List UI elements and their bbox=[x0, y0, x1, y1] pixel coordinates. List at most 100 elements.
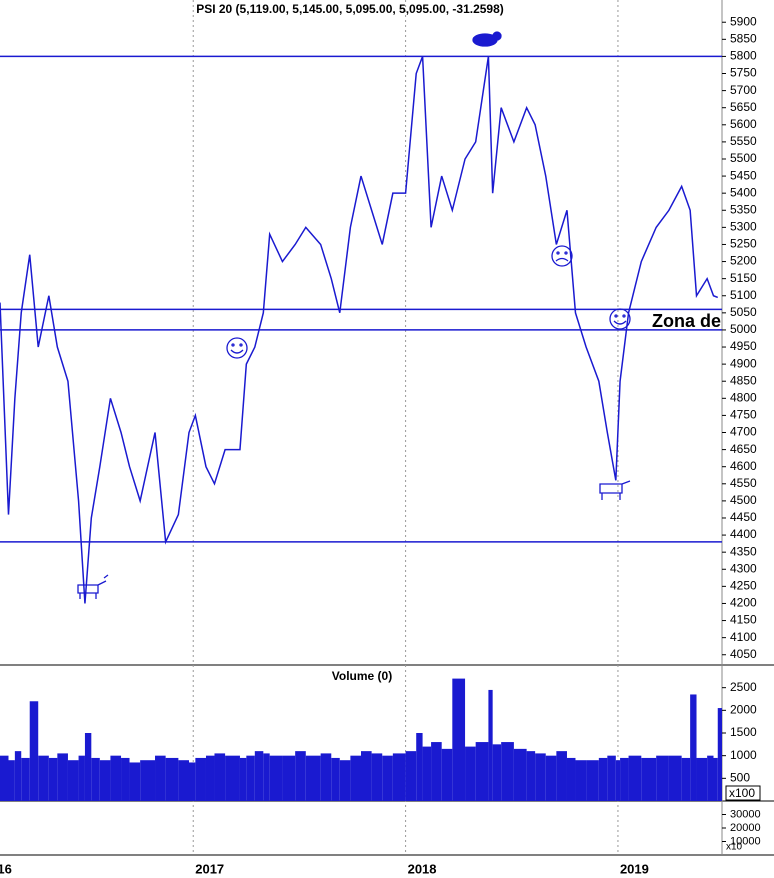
volume-bar bbox=[331, 757, 340, 801]
volume-bar bbox=[713, 757, 718, 801]
volume-bar bbox=[14, 751, 22, 801]
y-tick-label: 2000 bbox=[730, 703, 757, 717]
y-tick-label: 5700 bbox=[730, 83, 757, 97]
volume-bar bbox=[575, 760, 587, 801]
volume-bar bbox=[598, 757, 608, 801]
y-tick-label: 4900 bbox=[730, 356, 757, 370]
volume-bar bbox=[382, 755, 393, 801]
y-tick-label: 5800 bbox=[730, 49, 757, 63]
chart-title: PSI 20 (5,119.00, 5,145.00, 5,095.00, 5,… bbox=[196, 2, 504, 16]
volume-bar bbox=[707, 755, 714, 801]
y-tick-label: 5450 bbox=[730, 168, 757, 182]
y-tick-label: 5850 bbox=[730, 31, 757, 45]
unit-box bbox=[725, 785, 761, 801]
volume-bar bbox=[392, 753, 406, 801]
y-tick-label: 2500 bbox=[730, 680, 757, 694]
y-tick-label: 4400 bbox=[730, 527, 757, 541]
bull-icon bbox=[599, 480, 631, 500]
volume-bar bbox=[681, 757, 691, 801]
volume-bar bbox=[178, 760, 189, 801]
volume-bar bbox=[254, 751, 264, 801]
y-tick-label: 4250 bbox=[730, 579, 757, 593]
y-tick-label: 4450 bbox=[730, 510, 757, 524]
volume-bar bbox=[465, 746, 476, 801]
volume-title: Volume (0) bbox=[332, 669, 392, 683]
volume-bar bbox=[295, 751, 306, 801]
frown-icon bbox=[551, 245, 573, 267]
volume-bar bbox=[339, 760, 351, 801]
y-tick-label: 4650 bbox=[730, 442, 757, 456]
smiley-icon bbox=[226, 337, 248, 359]
bull-icon bbox=[77, 574, 109, 599]
y-tick-label: 4200 bbox=[730, 596, 757, 610]
volume-bar bbox=[513, 748, 527, 801]
volume-unit: x100 bbox=[729, 786, 755, 800]
volume-bar bbox=[556, 751, 567, 801]
volume-bar bbox=[48, 757, 58, 801]
y-tick-label: 4800 bbox=[730, 390, 757, 404]
volume-bar bbox=[422, 746, 432, 801]
y-tick-label: 5650 bbox=[730, 100, 757, 114]
volume-bar bbox=[320, 753, 332, 801]
volume-bar bbox=[615, 760, 621, 801]
x-tick-label: 2019 bbox=[620, 861, 649, 876]
volume-bar bbox=[690, 694, 697, 801]
volume-bar bbox=[416, 733, 423, 801]
volume-bar bbox=[21, 757, 30, 801]
volume-bar bbox=[78, 755, 85, 801]
bear-icon bbox=[472, 31, 502, 47]
volume-bar bbox=[535, 753, 546, 801]
volume-bar bbox=[129, 762, 141, 801]
volume-bar bbox=[441, 748, 453, 801]
y-tick-label: 4100 bbox=[730, 630, 757, 644]
y-tick-label: 500 bbox=[730, 771, 750, 785]
volume-bar bbox=[99, 760, 111, 801]
volume-bar bbox=[717, 708, 722, 801]
volume-bar bbox=[405, 751, 417, 801]
y-tick-label: 4850 bbox=[730, 373, 757, 387]
volume-bar bbox=[205, 755, 215, 801]
volume-bar bbox=[628, 755, 642, 801]
y-tick-label: 5300 bbox=[730, 220, 757, 234]
volume-bar bbox=[282, 755, 296, 801]
volume-bar bbox=[84, 733, 92, 801]
y-tick-label: 4350 bbox=[730, 544, 757, 558]
y-tick-label: 5350 bbox=[730, 202, 757, 216]
volume-bar bbox=[526, 751, 536, 801]
volume-bar bbox=[501, 742, 514, 801]
annotation: Zona de bbox=[652, 311, 721, 331]
volume-bar bbox=[586, 760, 599, 801]
y-tick-label: 4700 bbox=[730, 425, 757, 439]
y-tick-label: 4500 bbox=[730, 493, 757, 507]
volume-bar bbox=[38, 755, 49, 801]
volume-bar bbox=[620, 757, 629, 801]
volume-bar bbox=[641, 757, 657, 801]
volume-bar bbox=[29, 701, 39, 801]
y-tick-label: 5000 bbox=[730, 322, 757, 336]
y-tick-label: 4050 bbox=[730, 647, 757, 661]
volume-bar bbox=[121, 757, 130, 801]
y-tick-label: 5200 bbox=[730, 254, 757, 268]
volume-bar bbox=[492, 744, 502, 801]
icons bbox=[77, 31, 631, 599]
x-tick-label: 2016 bbox=[0, 861, 12, 876]
volume-bar bbox=[8, 760, 15, 801]
y-tick-label: 5400 bbox=[730, 185, 757, 199]
x-tick-label: 2017 bbox=[195, 861, 224, 876]
volume-bar bbox=[195, 757, 206, 801]
volume-bar bbox=[656, 755, 669, 801]
volume-bar bbox=[263, 753, 270, 801]
y-tick-label: 5900 bbox=[730, 14, 757, 28]
y-tick-label: 4600 bbox=[730, 459, 757, 473]
volume-bar bbox=[607, 755, 616, 801]
volume-bar bbox=[475, 742, 489, 801]
volume-bar bbox=[188, 762, 196, 801]
volume-bar bbox=[371, 753, 383, 801]
y-tick-label: 5150 bbox=[730, 271, 757, 285]
volume-bar bbox=[155, 755, 166, 801]
volume-bar bbox=[239, 757, 247, 801]
y-tick-label: 4300 bbox=[730, 561, 757, 575]
volume-bar bbox=[67, 760, 79, 801]
